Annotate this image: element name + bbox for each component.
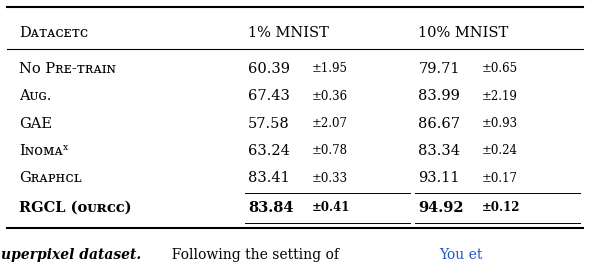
Text: Iɴᴏᴍᴀˣ: Iɴᴏᴍᴀˣ: [19, 144, 69, 158]
Text: Gʀᴀᴘʜᴄʟ: Gʀᴀᴘʜᴄʟ: [19, 171, 81, 185]
Text: 83.84: 83.84: [248, 201, 293, 215]
Text: 1% MNIST: 1% MNIST: [248, 26, 329, 40]
Text: 57.58: 57.58: [248, 117, 290, 130]
Text: 67.43: 67.43: [248, 89, 290, 103]
Text: GAE: GAE: [19, 117, 52, 130]
Text: ±0.36: ±0.36: [312, 90, 348, 103]
Text: Aᴜɢ.: Aᴜɢ.: [19, 89, 51, 103]
Text: RGCL (ᴏᴜʀᴄᴄ): RGCL (ᴏᴜʀᴄᴄ): [19, 201, 132, 215]
Text: 94.92: 94.92: [418, 201, 464, 215]
Text: ±0.41: ±0.41: [312, 201, 350, 214]
Text: You et: You et: [439, 248, 482, 262]
Text: Following the setting of: Following the setting of: [163, 248, 343, 262]
Text: ±0.93: ±0.93: [482, 117, 518, 130]
Text: 83.34: 83.34: [418, 144, 460, 158]
Text: ±0.33: ±0.33: [312, 172, 348, 184]
Text: Nᴏ Pʀᴇ-ᴛʀᴀɪɴ: Nᴏ Pʀᴇ-ᴛʀᴀɪɴ: [19, 62, 116, 76]
Text: 86.67: 86.67: [418, 117, 460, 130]
Text: 60.39: 60.39: [248, 62, 290, 76]
Text: ±0.24: ±0.24: [482, 144, 518, 157]
Text: ±0.78: ±0.78: [312, 144, 348, 157]
Text: ±2.07: ±2.07: [312, 117, 348, 130]
Text: ±2.19: ±2.19: [482, 90, 517, 103]
Text: 63.24: 63.24: [248, 144, 290, 158]
Text: ±0.12: ±0.12: [482, 201, 520, 214]
Text: 83.99: 83.99: [418, 89, 460, 103]
Text: ±0.17: ±0.17: [482, 172, 518, 184]
Text: ±1.95: ±1.95: [312, 62, 348, 75]
Text: 83.41: 83.41: [248, 171, 290, 185]
Text: 93.11: 93.11: [418, 171, 460, 185]
Text: Dᴀᴛᴀᴄᴇᴛᴄ: Dᴀᴛᴀᴄᴇᴛᴄ: [19, 26, 88, 40]
Text: 10% MNIST: 10% MNIST: [418, 26, 509, 40]
Text: ±0.65: ±0.65: [482, 62, 518, 75]
Text: 79.71: 79.71: [418, 62, 460, 76]
Text: uperpixel dataset.: uperpixel dataset.: [1, 248, 142, 262]
